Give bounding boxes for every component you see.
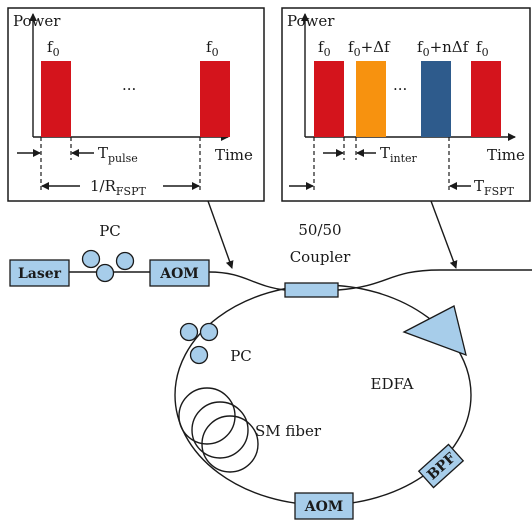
- right-axis-y-label: Power: [287, 12, 335, 30]
- edfa-triangle: [402, 305, 467, 357]
- sm-fiber-label: SM fiber: [255, 422, 322, 440]
- aom-top-box: [149, 259, 210, 287]
- left-ellipsis: ...: [122, 76, 136, 94]
- coupler-box: [284, 282, 339, 298]
- laser-box: [9, 259, 70, 287]
- right-axis-x-label: Time: [487, 146, 525, 164]
- right-pulse-2-label: f0+Δf: [348, 38, 391, 59]
- laser-label: Laser: [18, 266, 62, 282]
- left-axis-x-label: Time: [215, 146, 253, 164]
- right-pulse-3-label: f0+nΔf: [417, 38, 470, 59]
- right-pulse-4: [471, 61, 501, 137]
- left-panel-frame: [7, 7, 265, 202]
- sm-fiber-coil-3: [201, 415, 259, 473]
- t-pulse-label: Tpulse: [98, 144, 138, 165]
- right-pulse-1: [314, 61, 344, 137]
- left-axis-y-label: Power: [13, 12, 61, 30]
- right-pulse-3: [421, 61, 451, 137]
- output-fiber: [337, 269, 532, 291]
- right-ellipsis: ...: [393, 76, 407, 94]
- sm-fiber-coil-2: [191, 401, 249, 459]
- pc-paddle-icon: [199, 322, 219, 342]
- pc-top-paddles: [81, 249, 135, 283]
- left-panel-pointer-arrow: [207, 200, 234, 269]
- pc-paddle-icon: [189, 345, 209, 365]
- right-panel-pointer-arrow: [430, 200, 458, 269]
- bpf-group: BPF: [417, 443, 465, 489]
- t-inter-label: Tinter: [380, 144, 418, 165]
- fiber-to-coupler: [208, 271, 286, 291]
- right-panel-frame: [281, 7, 531, 202]
- aom-bottom-label: AOM: [304, 499, 344, 515]
- bpf-box: [417, 443, 465, 489]
- pc-paddle-icon: [81, 249, 101, 269]
- left-pulse-1: [41, 61, 71, 137]
- rate-label: 1/RFSPT: [90, 177, 146, 198]
- aom-top-label: AOM: [159, 266, 199, 282]
- pc-loop-paddles: [179, 322, 219, 365]
- left-pulse-2: [200, 61, 230, 137]
- right-pulse-4-label: f0: [476, 38, 489, 59]
- optical-setup: Laser PC AOM 50/50 Coupler EDFA PC SM fi…: [9, 221, 532, 520]
- left-pulse-1-label: f0: [47, 38, 60, 59]
- pc-paddle-icon: [179, 322, 199, 342]
- aom-bottom-box: [294, 492, 354, 520]
- pc-top-label: PC: [99, 222, 121, 240]
- pc-loop-label: PC: [230, 347, 252, 365]
- pc-paddle-icon: [95, 263, 115, 283]
- pc-paddle-icon: [115, 251, 135, 271]
- left-pulse-panel: Power Time f0 f0 ... Tpulse 1/RFSPT: [7, 7, 265, 202]
- coupler-label-line1: 50/50: [298, 221, 341, 239]
- right-pulse-2: [356, 61, 386, 137]
- coupler-label-line2: Coupler: [290, 248, 351, 266]
- left-pulse-2-label: f0: [206, 38, 219, 59]
- right-pulse-panel: Power Time f0 f0+Δf ... f0+nΔf f0 Tinter…: [281, 7, 531, 202]
- t-fspt-label: TFSPT: [474, 177, 515, 198]
- right-pulse-1-label: f0: [318, 38, 331, 59]
- edfa-label: EDFA: [371, 375, 414, 393]
